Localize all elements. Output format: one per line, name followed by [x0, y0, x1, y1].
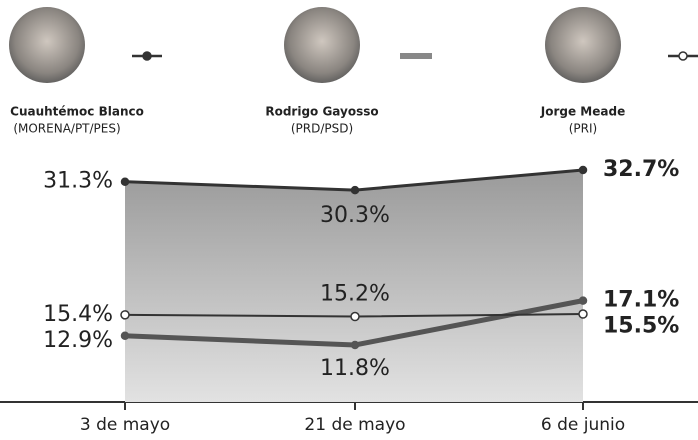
legend-party: (MORENA/PT/PES) [13, 122, 120, 136]
data-label: 31.3% [43, 169, 113, 194]
data-label: 32.7% [603, 157, 679, 182]
legend-marker [678, 51, 688, 61]
point [350, 340, 360, 350]
legend-name: Cuauhtémoc Blanco [10, 105, 144, 119]
x-tick-label: 3 de mayo [80, 415, 170, 435]
data-label: 12.9% [43, 328, 113, 353]
point [350, 311, 360, 322]
point [120, 177, 130, 186]
photos [9, 7, 621, 83]
area [125, 170, 583, 402]
x-tick-label: 21 de mayo [304, 415, 405, 435]
data-label: 15.5% [603, 314, 679, 339]
point [578, 296, 588, 305]
point [578, 165, 588, 175]
photo [284, 7, 360, 83]
photo [545, 7, 621, 83]
data-label: 15.2% [320, 282, 390, 307]
point [120, 310, 130, 320]
photo [9, 7, 85, 83]
legend-party: (PRI) [569, 122, 597, 136]
x-tick-label: 6 de junio [541, 415, 625, 435]
legend-name: Rodrigo Gayosso [265, 105, 378, 119]
data-label: 30.3% [320, 203, 390, 228]
data-label: 11.8% [320, 356, 390, 381]
point [578, 309, 588, 319]
data-label: 17.1% [603, 288, 679, 313]
legend-name: Jorge Meade [540, 105, 625, 119]
point [120, 331, 130, 341]
legend-party: (PRD/PSD) [291, 122, 353, 136]
data-label: 15.4% [43, 302, 113, 327]
legend-marker [142, 51, 152, 61]
point [350, 185, 360, 195]
